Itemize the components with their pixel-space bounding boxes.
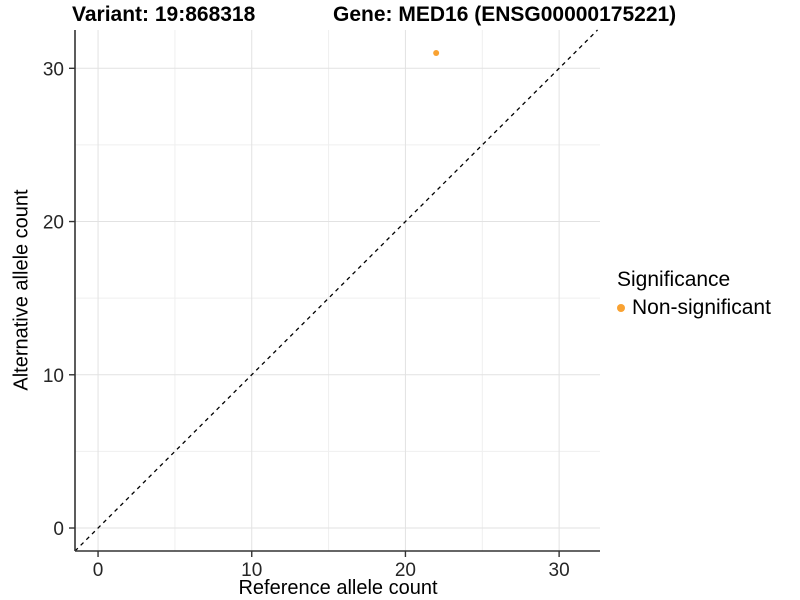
- legend-item-label: Non-significant: [632, 296, 771, 319]
- y-tick-label: 20: [43, 213, 64, 234]
- y-axis-label: Alternative allele count: [10, 189, 33, 391]
- x-tick-label: 10: [241, 560, 262, 581]
- x-axis-label: Reference allele count: [238, 577, 438, 599]
- x-tick-label: 30: [549, 560, 570, 581]
- plot-title-gene: Gene: MED16 (ENSG00000175221): [333, 3, 677, 26]
- y-tick-label: 10: [43, 366, 64, 387]
- legend-title: Significance: [617, 268, 731, 291]
- data-point: [433, 49, 440, 56]
- y-tick-label: 30: [43, 59, 64, 80]
- x-tick-label: 0: [93, 560, 104, 581]
- legend: Significance Non-significant: [617, 268, 771, 320]
- legend-item: Non-significant: [617, 296, 771, 320]
- y-tick-label: 0: [53, 519, 64, 540]
- plot-title-variant: Variant: 19:868318: [72, 3, 256, 26]
- x-tick-label: 20: [395, 560, 416, 581]
- identity-dashed-line: [74, 29, 598, 552]
- legend-point-swatch-icon: [617, 304, 625, 312]
